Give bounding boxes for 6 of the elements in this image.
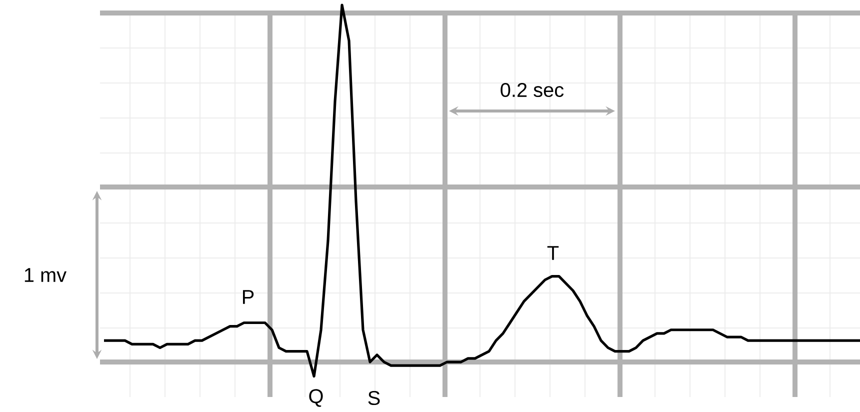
text: Q (309, 389, 323, 407)
annotation: T (547, 246, 559, 260)
text: 1 mv (24, 268, 66, 282)
text: S (368, 390, 380, 406)
annotation: 0.2 sec (500, 82, 564, 98)
annotation: P (243, 290, 254, 304)
